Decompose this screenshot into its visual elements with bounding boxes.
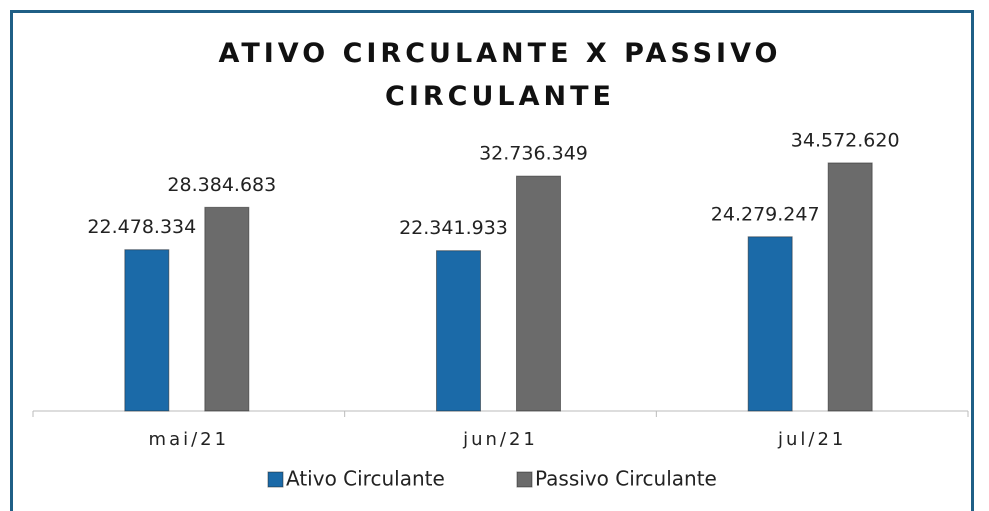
data-label: 22.478.334 bbox=[87, 216, 196, 238]
data-label: 22.341.933 bbox=[399, 217, 508, 239]
data-label: 34.572.620 bbox=[791, 129, 900, 151]
bar bbox=[747, 236, 793, 412]
chart-title: ATIVO CIRCULANTE X PASSIVO CIRCULANTE bbox=[218, 38, 782, 112]
x-tick-label: mai/21 bbox=[149, 429, 230, 450]
bar bbox=[516, 175, 561, 412]
bar bbox=[124, 249, 170, 412]
data-label: 28.384.683 bbox=[167, 174, 276, 196]
legend-swatch bbox=[516, 471, 533, 488]
data-label: 24.279.247 bbox=[711, 203, 820, 225]
legend-swatch bbox=[267, 471, 284, 488]
x-tick-label: jul/21 bbox=[777, 429, 846, 450]
data-label: 32.736.349 bbox=[479, 143, 588, 165]
bar bbox=[827, 162, 873, 412]
legend-label: Passivo Circulante bbox=[535, 467, 717, 491]
legend-label: Ativo Circulante bbox=[286, 467, 445, 491]
bar bbox=[204, 206, 250, 412]
bar bbox=[436, 250, 481, 412]
frame bbox=[10, 10, 974, 511]
x-tick-label: jun/21 bbox=[462, 429, 538, 450]
